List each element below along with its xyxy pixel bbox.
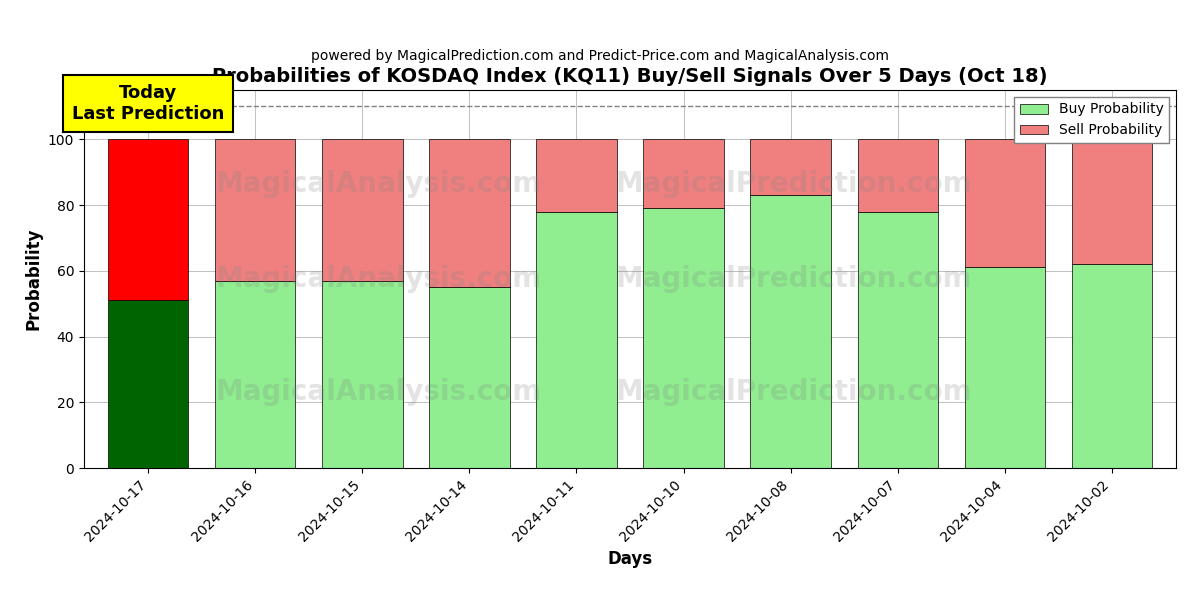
Bar — [108, 139, 188, 301]
Bar — [323, 139, 402, 281]
Bar — [643, 139, 724, 208]
Legend: Buy Probability, Sell Probability: Buy Probability, Sell Probability — [1014, 97, 1169, 143]
Bar — [858, 212, 937, 468]
Bar — [536, 212, 617, 468]
Text: MagicalAnalysis.com: MagicalAnalysis.com — [216, 265, 542, 293]
Text: MagicalAnalysis.com: MagicalAnalysis.com — [216, 170, 542, 199]
Text: MagicalPrediction.com: MagicalPrediction.com — [616, 265, 972, 293]
Bar — [643, 208, 724, 468]
Bar — [215, 281, 295, 468]
Text: MagicalPrediction.com: MagicalPrediction.com — [616, 379, 972, 406]
Bar — [323, 281, 402, 468]
Bar — [750, 195, 830, 468]
Y-axis label: Probability: Probability — [24, 228, 42, 330]
Bar — [750, 139, 830, 195]
Bar — [430, 287, 510, 468]
Text: MagicalAnalysis.com: MagicalAnalysis.com — [216, 379, 542, 406]
X-axis label: Days: Days — [607, 550, 653, 568]
Bar — [1072, 139, 1152, 264]
Bar — [858, 139, 937, 212]
Bar — [965, 268, 1045, 468]
Bar — [108, 301, 188, 468]
Text: MagicalPrediction.com: MagicalPrediction.com — [616, 170, 972, 199]
Bar — [536, 139, 617, 212]
Bar — [965, 139, 1045, 268]
Bar — [430, 139, 510, 287]
Title: Probabilities of KOSDAQ Index (KQ11) Buy/Sell Signals Over 5 Days (Oct 18): Probabilities of KOSDAQ Index (KQ11) Buy… — [212, 67, 1048, 86]
Text: Today
Last Prediction: Today Last Prediction — [72, 84, 224, 123]
Bar — [215, 139, 295, 281]
Text: powered by MagicalPrediction.com and Predict-Price.com and MagicalAnalysis.com: powered by MagicalPrediction.com and Pre… — [311, 49, 889, 63]
Bar — [1072, 264, 1152, 468]
